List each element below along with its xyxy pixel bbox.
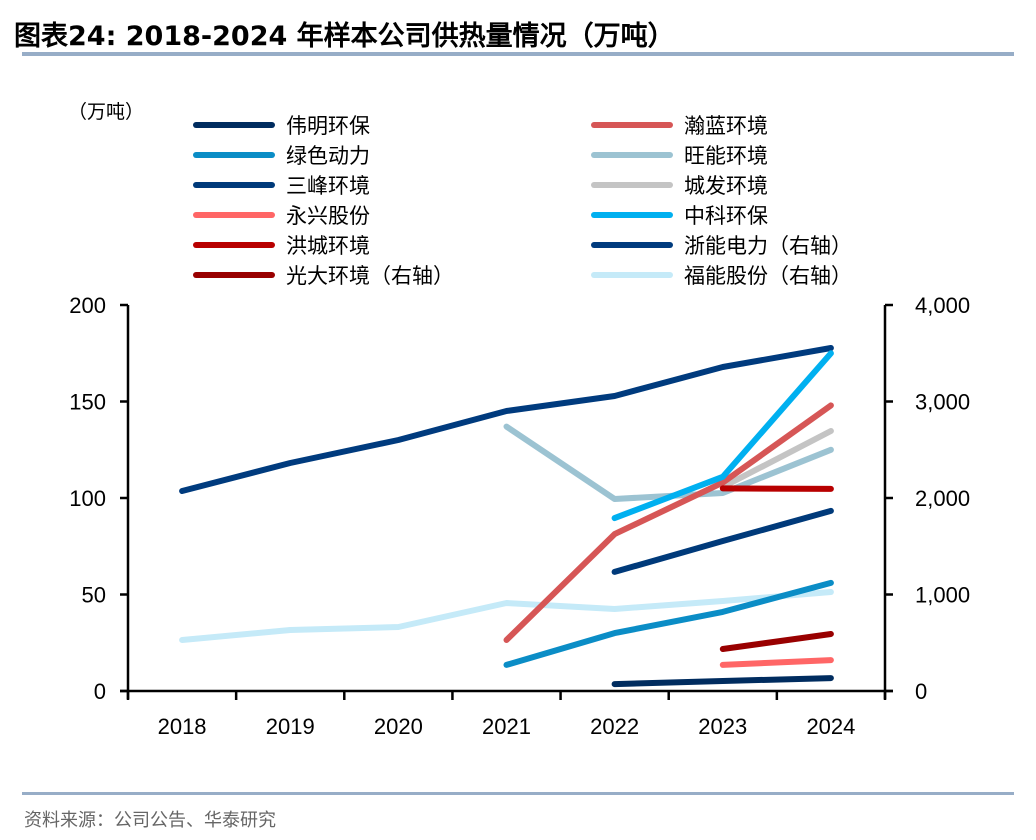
series-lines <box>179 345 834 688</box>
legend-label: 瀚蓝环境 <box>684 114 768 138</box>
legend-item: 城发环境 <box>591 174 768 198</box>
legend-item: 绿色动力 <box>193 144 370 168</box>
legend-label: 中科环保 <box>684 204 768 228</box>
legend-item: 光大环境（右轴） <box>193 264 454 288</box>
legend-item: 福能股份（右轴） <box>591 264 852 288</box>
series-line-10 <box>179 345 834 494</box>
legend-item: 瀚蓝环境 <box>591 114 768 138</box>
legend-item: 洪城环境 <box>193 234 370 258</box>
legend-label: 福能股份（右轴） <box>684 264 852 288</box>
footer-divider <box>22 792 1014 795</box>
series-line-3 <box>503 579 834 668</box>
legend-item: 浙能电力（右轴） <box>591 234 852 258</box>
x-axis-tick-label: 2020 <box>374 714 423 739</box>
left-axis-tick-label: 50 <box>82 583 106 608</box>
legend-item: 中科环保 <box>591 204 768 228</box>
legend-item: 伟明环保 <box>193 114 370 138</box>
x-axis-tick-label: 2023 <box>698 714 747 739</box>
right-axis-tick-label: 3,000 <box>915 390 970 415</box>
source-note: 资料来源：公司公告、华泰研究 <box>24 810 276 831</box>
right-axis-tick-label: 1,000 <box>915 583 970 608</box>
legend-label: 洪城环境 <box>286 234 370 258</box>
series-line-5 <box>611 507 834 575</box>
x-axis-tick-label: 2019 <box>266 714 315 739</box>
left-axis-tick-label: 200 <box>69 293 106 318</box>
legend-item: 永兴股份 <box>193 204 370 228</box>
legend-label: 绿色动力 <box>286 144 370 168</box>
right-axis-tick-label: 2,000 <box>915 486 970 511</box>
series-line-8 <box>611 350 834 522</box>
series-line-7 <box>719 657 834 668</box>
legend-label: 城发环境 <box>684 174 768 198</box>
left-axis-tick-label: 0 <box>94 679 106 704</box>
right-axis-tick-label: 4,000 <box>915 293 970 318</box>
legend-label: 伟明环保 <box>286 114 370 138</box>
legend-item: 旺能环境 <box>591 144 768 168</box>
title-divider <box>22 52 1014 56</box>
left-axis-tick-label: 100 <box>69 486 106 511</box>
legend-label: 永兴股份 <box>286 204 370 228</box>
series-line-9 <box>719 485 834 492</box>
series-line-2 <box>503 402 834 643</box>
legend-label: 光大环境（右轴） <box>286 264 454 288</box>
legend-label: 三峰环境 <box>286 174 370 198</box>
right-axis-tick-label: 0 <box>915 679 927 704</box>
legend-label: 浙能电力（右轴） <box>684 234 852 258</box>
series-line-12 <box>179 589 834 643</box>
x-axis-tick-label: 2022 <box>590 714 639 739</box>
legend-item: 三峰环境 <box>193 174 370 198</box>
x-axis-tick-label: 2018 <box>158 714 207 739</box>
series-line-11 <box>719 631 834 652</box>
x-axis-tick-label: 2021 <box>482 714 531 739</box>
chart-title: 图表24: 2018-2024 年样本公司供热量情况（万吨） <box>14 21 675 52</box>
series-line-1 <box>611 675 834 688</box>
series-line-6 <box>719 428 834 490</box>
unit-label: （万吨） <box>68 101 144 123</box>
axes: 0 50 100 150 200 0 1,000 2,000 3,000 4,000 2018 201… <box>69 293 970 739</box>
left-axis-tick-label: 150 <box>69 390 106 415</box>
legend-label: 旺能环境 <box>684 144 768 168</box>
x-axis-tick-label: 2024 <box>806 714 855 739</box>
